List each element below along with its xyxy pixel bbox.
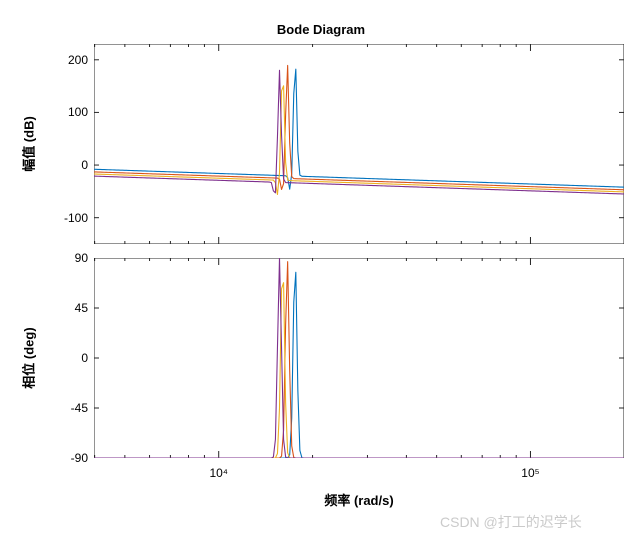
magnitude-panel xyxy=(94,44,624,244)
y-tick-label: -45 xyxy=(71,401,88,415)
y-tick-label: -100 xyxy=(64,211,88,225)
x-axis-label: 频率 (rad/s) xyxy=(94,490,624,509)
y-tick-label: 200 xyxy=(68,53,88,67)
phase-ylabel: 相位 (deg) xyxy=(19,327,38,388)
y-tick-label: 0 xyxy=(81,158,88,172)
y-tick-label: 100 xyxy=(68,105,88,119)
chart-title: Bode Diagram xyxy=(0,22,642,37)
watermark-text: CSDN @打工的迟学长 xyxy=(440,512,582,532)
x-tick-label: 10⁵ xyxy=(521,466,539,480)
phase-panel xyxy=(94,258,624,458)
y-tick-label: 0 xyxy=(81,351,88,365)
x-tick-label: 10⁴ xyxy=(209,466,228,480)
y-tick-label: 90 xyxy=(75,251,88,265)
y-tick-label: -90 xyxy=(71,451,88,465)
bode-diagram-container: Bode Diagram 幅值 (dB) 相位 (deg) 频率 (rad/s)… xyxy=(0,0,642,533)
magnitude-ylabel: 幅值 (dB) xyxy=(19,116,38,172)
y-tick-label: 45 xyxy=(75,301,88,315)
